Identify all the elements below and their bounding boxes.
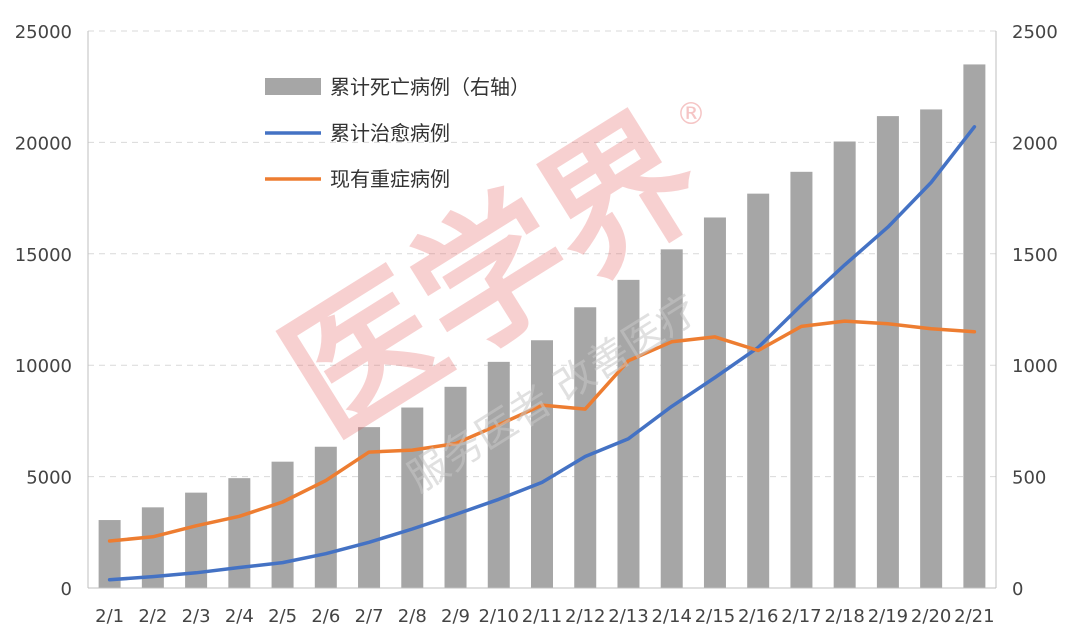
x-axis-tick-label: 2/18 xyxy=(824,606,864,627)
legend-label-deaths: 累计死亡病例（右轴） xyxy=(330,75,530,99)
bar-deaths xyxy=(574,307,597,588)
bar-deaths xyxy=(790,171,813,588)
bar-deaths xyxy=(963,64,986,589)
bar-deaths xyxy=(358,427,381,588)
left-axis-tick-label: 15000 xyxy=(15,245,72,266)
bar-deaths xyxy=(401,407,424,588)
x-axis-tick-label: 2/3 xyxy=(182,606,211,627)
watermark-registered-mark: ® xyxy=(676,97,706,132)
watermark: 医学界 服务医者 改善医疗 ® xyxy=(256,84,730,502)
axes: 0 0 5000 500 10000 1000 15000 1500 20000 2000 2500… xyxy=(15,22,1058,627)
x-axis-tick-label: 2/5 xyxy=(268,606,297,627)
line-severe xyxy=(107,319,977,543)
bar-deaths xyxy=(314,446,337,588)
bar-deaths xyxy=(747,193,770,589)
bar-deaths xyxy=(98,520,121,588)
bar-deaths xyxy=(487,361,510,588)
legend-label-severe: 现有重症病例 xyxy=(330,167,450,191)
x-axis-tick-label: 2/1 xyxy=(95,606,124,627)
x-axis-tick-label: 2/13 xyxy=(608,606,648,627)
bar-deaths xyxy=(531,340,553,588)
right-axis-tick-label: 0 xyxy=(1012,579,1023,600)
x-axis-tick-label: 2/19 xyxy=(868,606,908,627)
right-axis-tick-label: 2000 xyxy=(1012,133,1058,154)
x-axis-tick-label: 2/20 xyxy=(911,606,951,627)
bar-deaths xyxy=(185,492,208,588)
bar-deaths xyxy=(141,507,164,588)
x-axis-tick-label: 2/9 xyxy=(441,606,470,627)
left-axis-tick-label: 5000 xyxy=(26,468,72,489)
x-axis-tick-label: 2/4 xyxy=(225,606,254,627)
right-axis-tick-label: 1500 xyxy=(1012,245,1058,266)
left-axis-tick-label: 10000 xyxy=(15,356,72,377)
bar-deaths xyxy=(444,386,467,588)
legend: 累计死亡病例（右轴） 累计治愈病例 现有重症病例 xyxy=(265,75,530,191)
x-axis-tick-label: 2/2 xyxy=(138,606,167,627)
left-axis-tick-label: 0 xyxy=(61,579,72,600)
x-axis-tick-label: 2/6 xyxy=(311,606,340,627)
bar-deaths xyxy=(920,109,943,588)
bar-deaths xyxy=(833,141,856,589)
x-axis-tick-label: 2/8 xyxy=(398,606,427,627)
bar-series-deaths xyxy=(98,64,986,589)
right-axis-tick-label: 2500 xyxy=(1012,22,1058,43)
bar-deaths xyxy=(876,116,899,589)
x-axis-tick-label: 2/17 xyxy=(781,606,821,627)
x-axis-tick-label: 2/21 xyxy=(954,606,994,627)
bar-deaths xyxy=(703,217,726,589)
legend-swatch-deaths xyxy=(265,78,321,95)
right-axis-tick-label: 500 xyxy=(1012,468,1046,489)
x-axis-tick-label: 2/15 xyxy=(695,606,735,627)
x-axis-tick-label: 2/10 xyxy=(479,606,519,627)
left-axis-tick-label: 20000 xyxy=(15,133,72,154)
x-axis-tick-label: 2/14 xyxy=(652,606,692,627)
right-axis-tick-label: 1000 xyxy=(1012,356,1058,377)
left-axis-tick-label: 25000 xyxy=(15,22,72,43)
x-axis-tick-label: 2/7 xyxy=(355,606,384,627)
bar-deaths xyxy=(660,249,683,588)
x-axis-tick-label: 2/16 xyxy=(738,606,778,627)
line-series xyxy=(107,125,977,582)
x-axis-tick-label: 2/12 xyxy=(565,606,605,627)
x-axis-tick-label: 2/11 xyxy=(522,606,562,627)
line-recovered xyxy=(107,125,977,582)
bar-deaths xyxy=(228,478,251,588)
legend-label-recovered: 累计治愈病例 xyxy=(330,121,450,145)
bar-deaths xyxy=(271,461,294,588)
